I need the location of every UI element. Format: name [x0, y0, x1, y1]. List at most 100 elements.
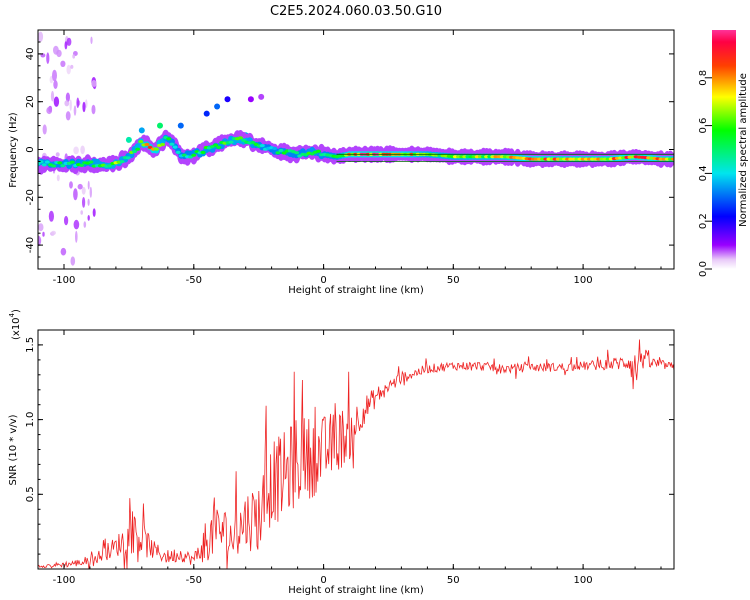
- noise-blob: [69, 99, 72, 111]
- noise-blob: [53, 96, 60, 107]
- ridge-cell: [144, 142, 150, 147]
- noise-blob: [92, 208, 96, 217]
- noise-blob: [82, 197, 86, 208]
- noise-blob: [89, 186, 93, 198]
- x-tick-label: -50: [186, 575, 202, 586]
- noise-blob: [87, 215, 90, 221]
- y-tick-label: 40: [25, 48, 36, 61]
- ridge-cell: [259, 144, 265, 148]
- colorbar: 0.0 0.2 0.4 0.6 0.8 Normalized spectral ampl…: [698, 30, 749, 277]
- x-tick-label: 0: [320, 275, 326, 286]
- ridge-cell: [281, 151, 287, 155]
- noise-blob: [73, 105, 77, 116]
- spectral-blob: [224, 96, 231, 103]
- ridge-cell: [69, 160, 75, 164]
- spectrogram-heatmap: [38, 31, 674, 266]
- ridge-cell: [216, 145, 222, 149]
- ridge-cell: [200, 150, 206, 155]
- ridge-cell: [160, 142, 166, 147]
- noise-blob: [52, 69, 57, 82]
- y-tick-label: 0: [25, 146, 36, 152]
- snr-y-ticks: 0.5 1.0 1.5: [25, 337, 674, 555]
- noise-blob: [66, 37, 72, 46]
- noise-blob: [83, 221, 87, 228]
- spectral-blob: [203, 110, 210, 117]
- y-tick-label: -40: [25, 237, 36, 253]
- snr-multiplier-base: (x10: [11, 317, 22, 340]
- ridge-cell: [250, 140, 256, 145]
- x-tick-label: -100: [53, 575, 76, 586]
- noise-blob: [50, 90, 55, 102]
- colorbar-tick-label: 0.6: [698, 118, 709, 134]
- spectral-blob: [138, 127, 145, 134]
- spectral-blob: [247, 96, 254, 103]
- ridge-cell: [238, 136, 243, 140]
- noise-blob: [70, 256, 76, 266]
- snr-multiplier-exp: 4: [8, 312, 16, 317]
- noise-blob: [38, 31, 44, 42]
- spectrogram-x-label: Height of straight line (km): [288, 285, 424, 296]
- spectrogram-y-ticks: -40 -20 0 20 40: [25, 29, 674, 270]
- noise-blob: [60, 60, 66, 67]
- noise-blob: [56, 174, 60, 182]
- colorbar-tick-label: 0.2: [698, 213, 709, 229]
- ridge-cell: [671, 157, 674, 161]
- noise-blob: [65, 111, 71, 121]
- colorbar-ticks: 0.0 0.2 0.4 0.6 0.8: [698, 70, 712, 277]
- noise-blob: [69, 181, 73, 189]
- noise-blob: [38, 223, 44, 232]
- ridge-cell: [57, 161, 63, 165]
- noise-blob: [90, 36, 93, 44]
- noise-blob: [85, 99, 88, 108]
- ridge-cell: [278, 148, 284, 153]
- ridge-cell: [191, 153, 197, 157]
- svg-text:(x104): (x104): [8, 309, 22, 340]
- ridge-cell: [294, 151, 300, 155]
- colorbar-gradient: [712, 30, 736, 269]
- figure-title: C2E5.2024.060.03.50.G10: [270, 4, 442, 19]
- noise-blob: [73, 188, 78, 201]
- snr-multiplier: (x104): [8, 309, 22, 340]
- ridge-cell: [125, 156, 131, 160]
- x-tick-label: 50: [447, 575, 460, 586]
- noise-blob: [75, 230, 78, 243]
- noise-blob: [65, 92, 70, 103]
- noise-blob: [38, 235, 42, 246]
- colorbar-tick-label: 0.8: [698, 70, 709, 86]
- ridge-cell: [275, 151, 281, 155]
- snr-multiplier-close: ): [11, 309, 22, 313]
- noise-blob: [73, 219, 80, 230]
- noise-blob: [72, 54, 76, 59]
- noise-blob: [91, 80, 97, 87]
- noise-blob: [53, 45, 59, 55]
- snr-line: [38, 339, 674, 569]
- y-tick-label: -20: [25, 189, 36, 205]
- ridge-cell: [51, 164, 57, 168]
- snr-panel: -100 -50 0 50 100 0.5 1.0 1.5 Height of straig…: [8, 309, 675, 596]
- ridge-cell: [79, 163, 85, 167]
- ridge-cell: [315, 149, 321, 153]
- colorbar-label: Normalized spectral amplitude: [738, 73, 749, 227]
- snr-series: [38, 339, 674, 569]
- ridge-cell: [41, 163, 47, 167]
- ridge-cell: [44, 160, 50, 164]
- noise-blob: [60, 247, 67, 256]
- ridge-cell: [213, 143, 219, 147]
- noise-blob: [80, 210, 83, 215]
- colorbar-tick-label: 0.4: [698, 165, 709, 181]
- noise-blob: [51, 230, 56, 235]
- noise-blob: [64, 41, 68, 50]
- colorbar-tick-label: 0.0: [698, 261, 709, 277]
- noise-blob: [87, 180, 90, 190]
- noise-blob: [42, 231, 45, 237]
- y-tick-label: 1.5: [25, 337, 36, 353]
- noise-blob: [46, 106, 53, 115]
- y-tick-label: 1.0: [25, 412, 36, 428]
- ridge-cell: [166, 137, 172, 141]
- spectrogram-panel: -100 -50 0 50 100 -40 -20 0 20 40 Height of stra…: [8, 29, 675, 296]
- ridge-cell: [132, 149, 138, 154]
- ridge-cell: [138, 140, 144, 144]
- ridge-cell: [135, 147, 141, 151]
- x-tick-label: 100: [574, 575, 593, 586]
